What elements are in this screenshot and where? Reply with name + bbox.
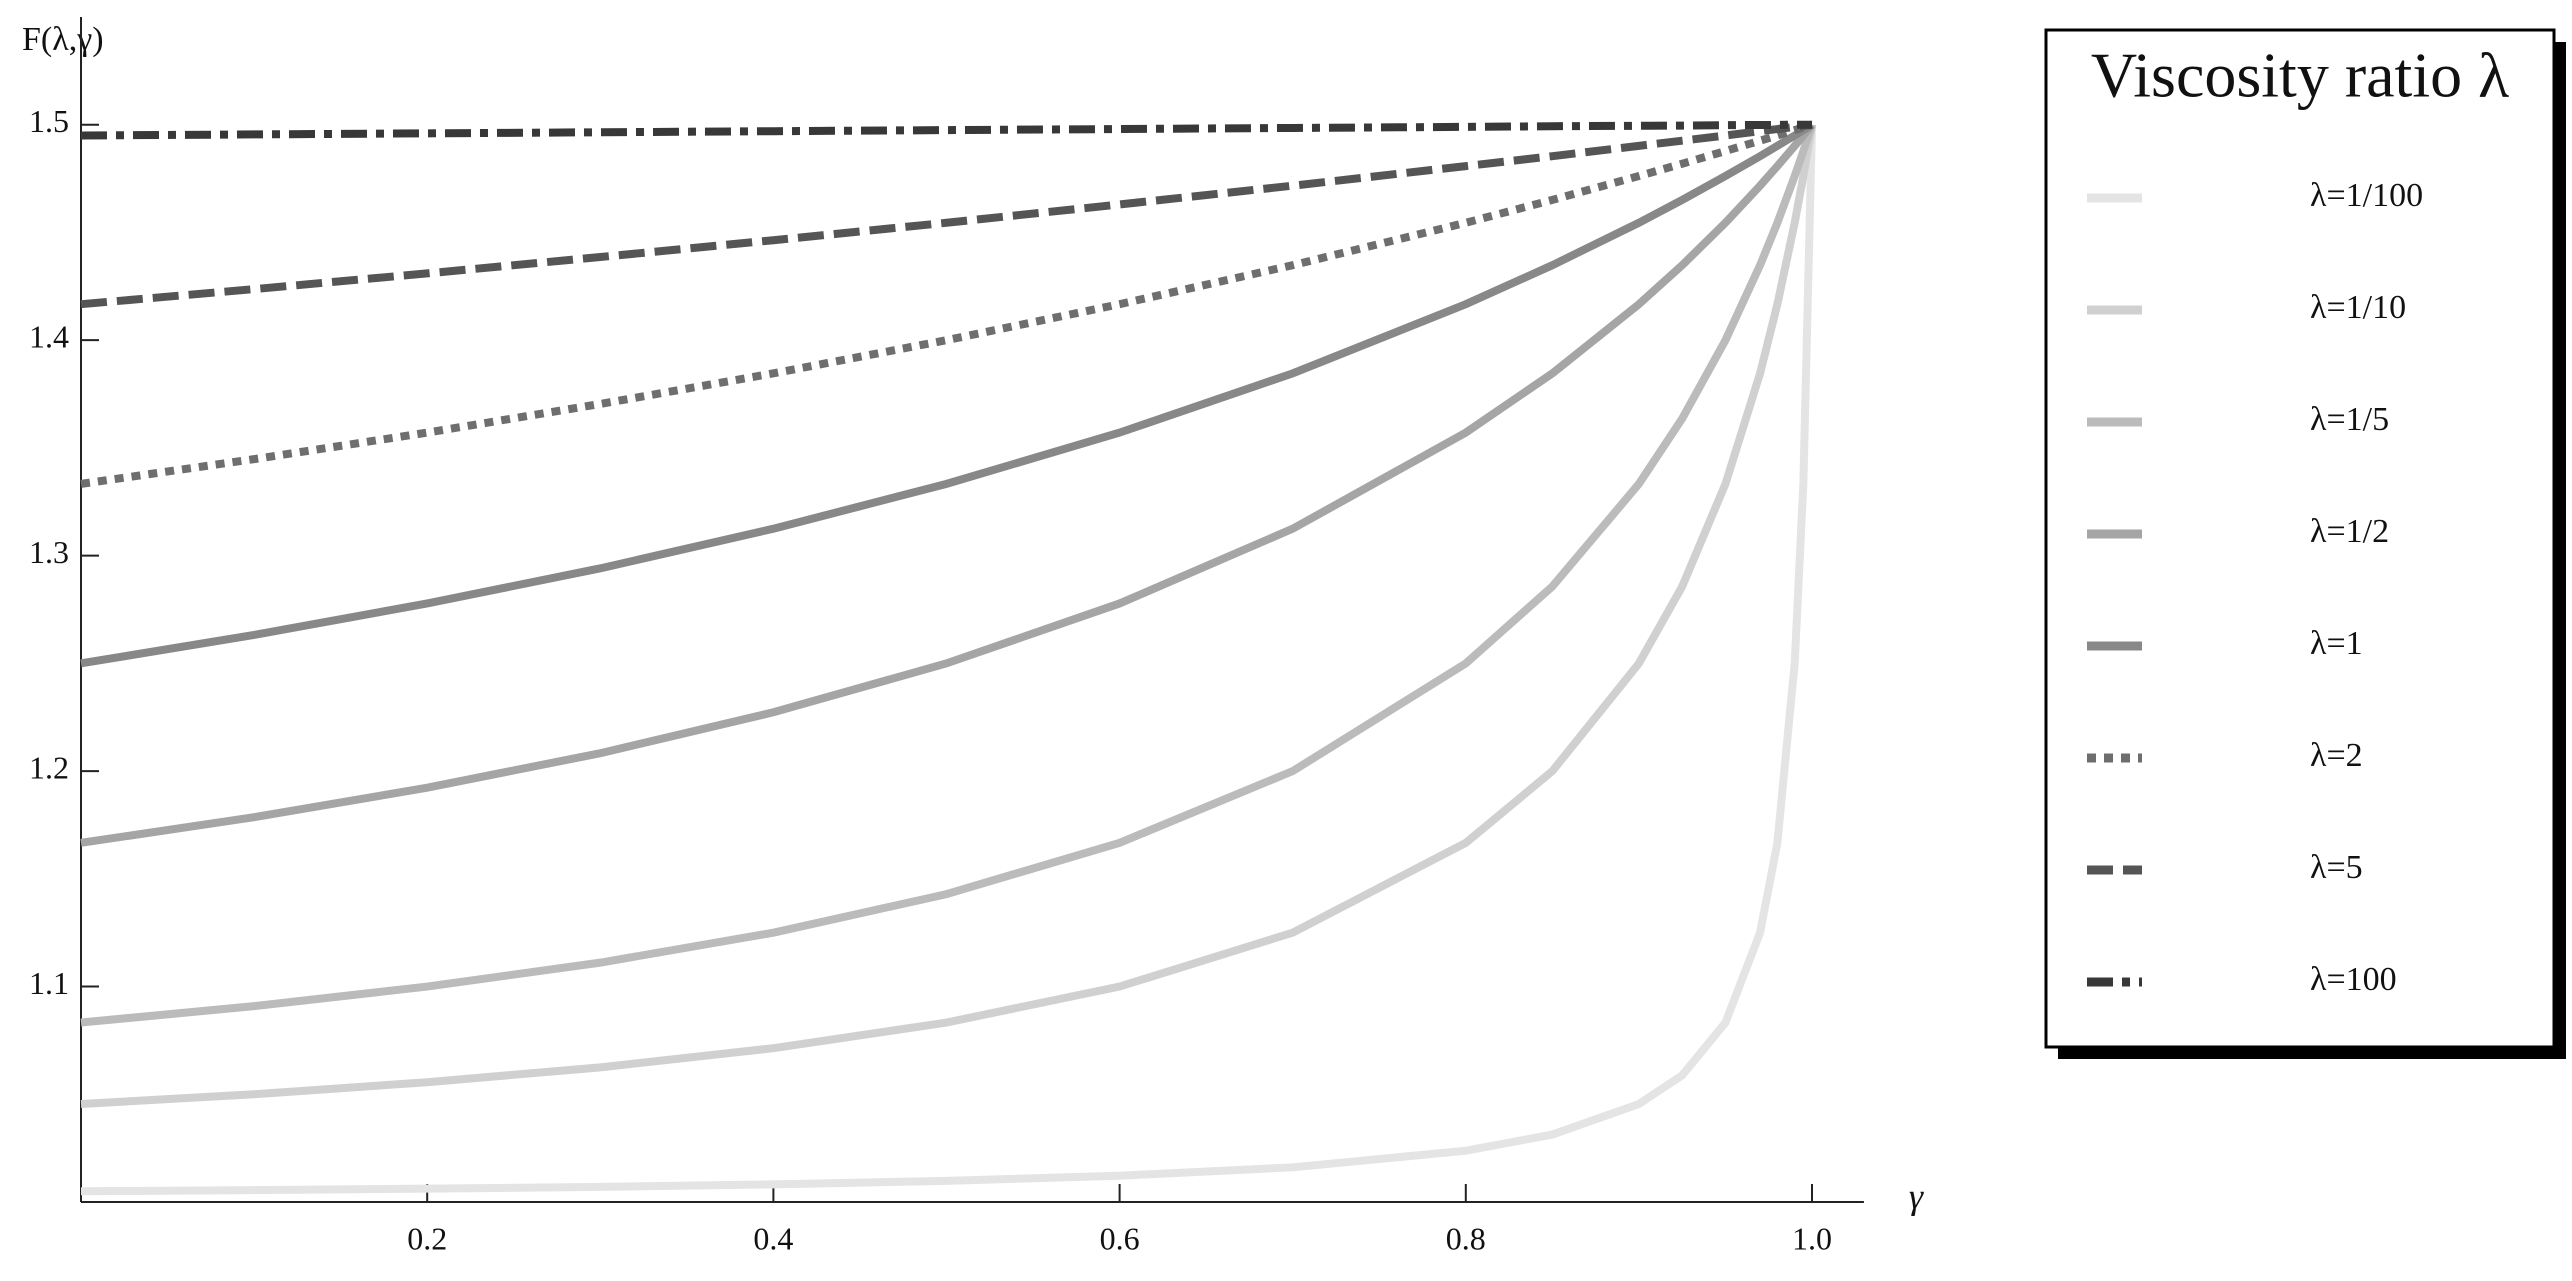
y-tick-label: 1.3 [29, 534, 69, 570]
y-tick-label: 1.4 [29, 319, 69, 355]
legend-label: λ=5 [2310, 849, 2363, 886]
data-line [80, 120, 1813, 309]
x-tick-label: 0.4 [753, 1220, 793, 1256]
y-tick-label: 1.2 [29, 749, 69, 785]
data-line [80, 121, 1815, 668]
legend-label: λ=2 [2310, 737, 2363, 774]
x-tick-label: 0.8 [1446, 1220, 1486, 1256]
data-line [80, 123, 1816, 1027]
x-axis-label: γ [1909, 1176, 1924, 1216]
legend-label: λ=1/2 [2310, 513, 2389, 550]
data-line [80, 120, 1812, 140]
y-tick-label: 1.5 [29, 103, 69, 139]
data-line [80, 122, 1816, 847]
legend-label: λ=1/100 [2310, 177, 2423, 214]
y-axis-label: F(λ,γ) [22, 21, 104, 58]
data-line [80, 120, 1814, 488]
legend-label: λ=1/10 [2310, 289, 2406, 326]
x-tick-label: 1.0 [1792, 1220, 1832, 1256]
data-line [80, 124, 1816, 1196]
legend-title: Viscosity ratio λ [2091, 40, 2509, 111]
legend-label: λ=1/5 [2310, 401, 2389, 438]
data-line [80, 124, 1816, 1108]
legend-label: λ=1 [2310, 625, 2363, 662]
y-tick-label: 1.1 [29, 965, 69, 1001]
x-tick-label: 0.6 [1100, 1220, 1140, 1256]
legend-label: λ=100 [2310, 961, 2397, 998]
x-tick-label: 0.2 [407, 1220, 447, 1256]
